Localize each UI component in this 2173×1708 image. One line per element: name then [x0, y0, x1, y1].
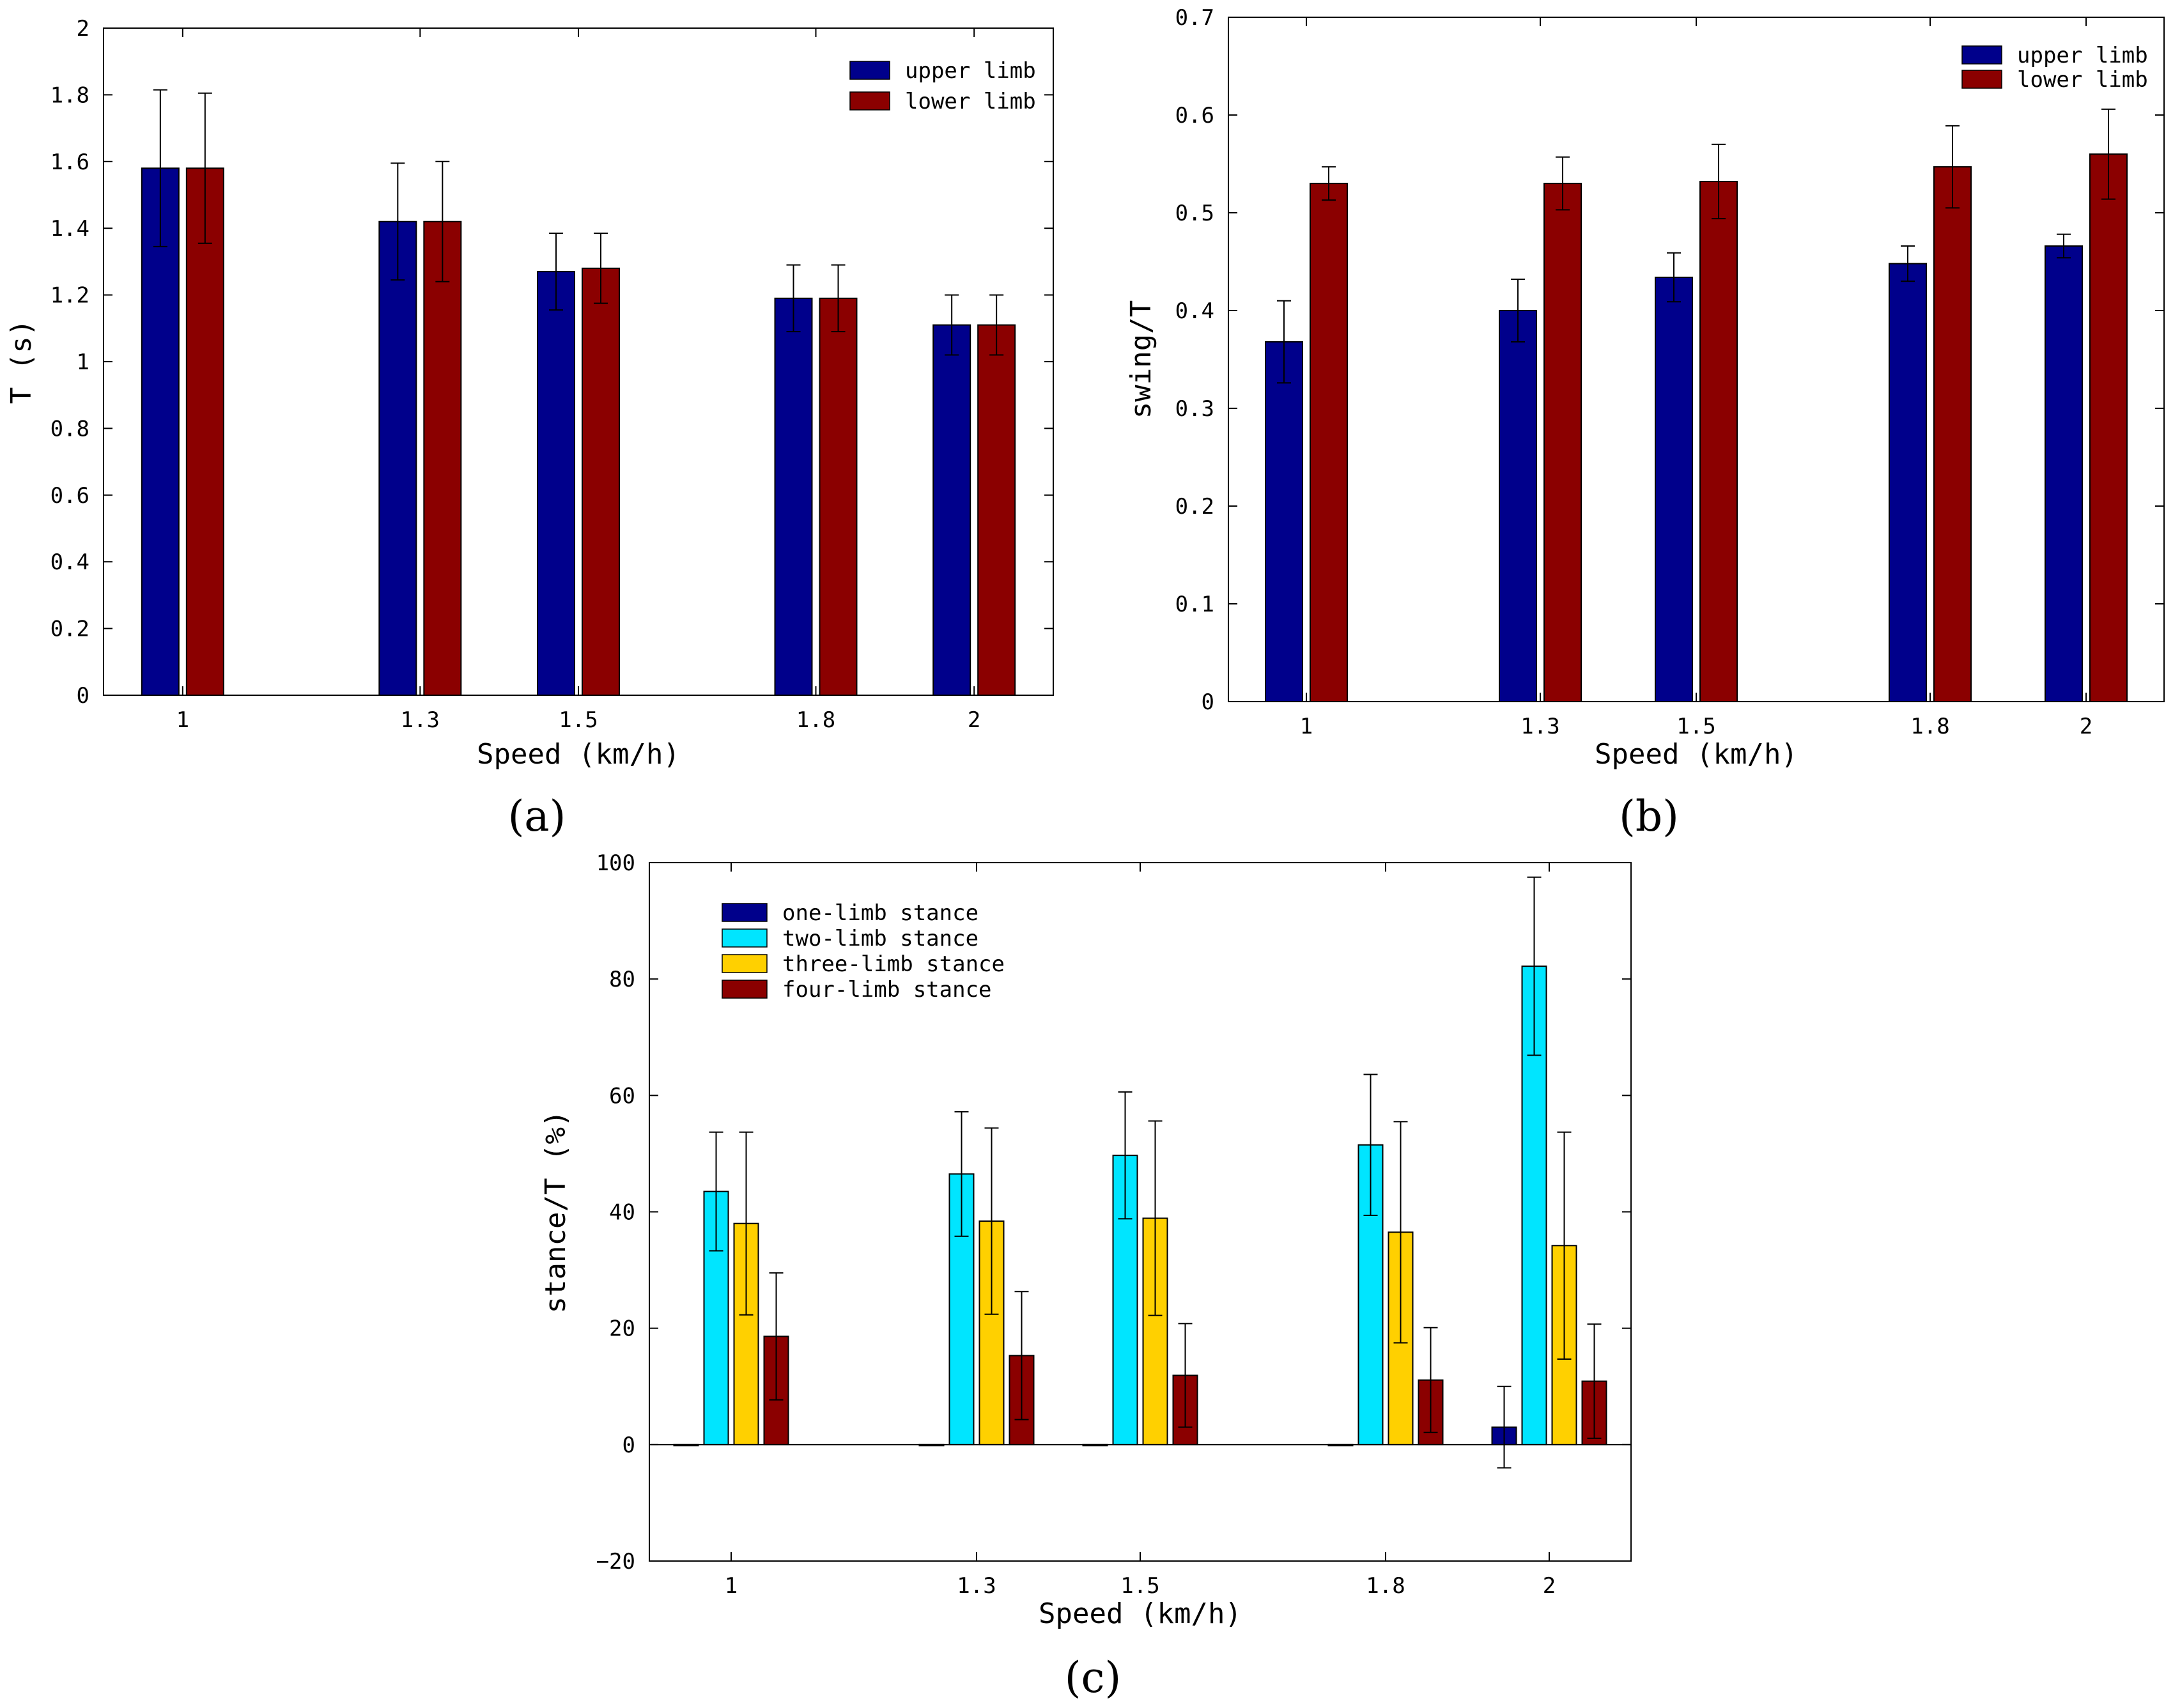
y-tick-label: 1.2	[50, 283, 89, 309]
y-tick-label: 0	[77, 683, 89, 709]
legend: upper limb lower limb	[849, 58, 1036, 114]
bar	[582, 267, 620, 696]
legend-label: two-limb stance	[782, 926, 978, 951]
y-tick-label: 0.4	[1175, 298, 1214, 324]
y-tick-label: 0.1	[1175, 592, 1214, 617]
bar	[378, 220, 417, 696]
bar	[1499, 310, 1537, 702]
y-tick-label: 60	[609, 1083, 635, 1109]
bar	[673, 1443, 699, 1447]
x-tick-label: 1	[725, 1573, 738, 1599]
x-tick-label: 1	[1300, 714, 1313, 739]
legend-swatch	[1961, 45, 2002, 65]
legend-label: lower limb	[905, 89, 1036, 114]
x-tick-label: 1.3	[1520, 714, 1559, 739]
y-tick-label: 1.4	[50, 216, 89, 242]
y-tick-label: 0.2	[50, 617, 89, 642]
bar	[1933, 166, 1972, 702]
y-tick-label: 0.7	[1175, 5, 1214, 31]
bar	[774, 297, 813, 696]
panel-label: (c)	[1065, 1653, 1121, 1702]
panel-label: (a)	[508, 792, 566, 841]
legend-label: upper limb	[2017, 43, 2148, 68]
bar	[1310, 183, 1348, 703]
plot-frame	[1228, 17, 2165, 702]
legend-swatch	[722, 980, 768, 999]
y-tick-label: 1.6	[50, 150, 89, 175]
y-tick-label: 0.6	[50, 483, 89, 509]
x-tick-label: 1.3	[957, 1573, 996, 1599]
bar	[1699, 181, 1738, 703]
y-tick-label: −20	[596, 1549, 635, 1574]
bar	[1327, 1443, 1354, 1447]
bar	[1889, 263, 1927, 702]
x-tick-label: 1.3	[401, 707, 440, 733]
legend-swatch	[722, 903, 768, 922]
bar	[819, 297, 858, 696]
y-tick-label: 0.4	[50, 550, 89, 575]
bar	[932, 324, 971, 696]
x-tick-label: 1.8	[1366, 1573, 1405, 1599]
panel-label: (b)	[1619, 792, 1679, 841]
bar	[1082, 1443, 1108, 1447]
x-axis-label: Speed (km/h)	[477, 738, 680, 771]
bar	[185, 167, 224, 696]
legend-swatch	[1961, 70, 2002, 89]
x-tick-label: 1.5	[1676, 714, 1715, 739]
chart-panel-b: 0 0.1 0.2 0.3 0.4 0.5 0.6 0.7 1 1.3 1.5 1.8 2 upper l…	[1125, 5, 2165, 841]
x-axis-label: Speed (km/h)	[1039, 1597, 1242, 1630]
x-tick-label: 1.5	[559, 707, 598, 733]
bar	[2089, 153, 2128, 702]
y-tick-label: 80	[609, 967, 635, 992]
y-axis-label: stance/T (%)	[539, 1111, 572, 1314]
legend-swatch	[849, 91, 890, 111]
y-tick-label: 40	[609, 1200, 635, 1226]
y-tick-label: 0	[623, 1433, 635, 1458]
x-axis-label: Speed (km/h)	[1595, 738, 1798, 771]
bar	[977, 324, 1016, 696]
y-tick-label: 20	[609, 1316, 635, 1342]
legend-label: upper limb	[905, 58, 1036, 84]
legend-label: three-limb stance	[782, 951, 1005, 977]
chart-panel-a: 0 0.2 0.4 0.6 0.8 1 1.2 1.4 1.6 1.8 2 1 1.3 1.5 1.8 2 up…	[5, 16, 1054, 841]
x-tick-label: 1.5	[1120, 1573, 1159, 1599]
bar	[2045, 245, 2083, 702]
bar	[537, 271, 575, 696]
plot-frame	[103, 27, 1054, 696]
x-tick-label: 2	[968, 707, 980, 733]
y-tick-label: 0.3	[1175, 396, 1214, 422]
bar	[1543, 183, 1582, 703]
y-tick-label: 0.5	[1175, 201, 1214, 226]
bar	[141, 167, 180, 696]
x-tick-label: 1.8	[796, 707, 835, 733]
bar	[423, 220, 462, 696]
legend-label: four-limb stance	[782, 977, 992, 1003]
legend-swatch	[722, 928, 768, 948]
legend-label: lower limb	[2017, 67, 2148, 93]
x-tick-label: 2	[2080, 714, 2092, 739]
bar	[1265, 341, 1303, 702]
bar	[1655, 276, 1693, 703]
legend-swatch	[722, 954, 768, 973]
legend-label: one-limb stance	[782, 900, 978, 926]
y-tick-label: 1.8	[50, 82, 89, 108]
chart-panel-c: −20 0 20 40 60 80 100 1 1.3 1.5 1.8 2 one-limb stanc…	[539, 850, 1632, 1702]
x-tick-label: 1.8	[1910, 714, 1949, 739]
bar	[918, 1443, 945, 1447]
x-tick-label: 1	[176, 707, 189, 733]
y-tick-label: 0.2	[1175, 494, 1214, 519]
y-axis-label: T (s)	[5, 319, 38, 404]
y-axis-label: swing/T	[1125, 300, 1157, 419]
x-tick-label: 2	[1543, 1573, 1556, 1599]
y-tick-label: 0.8	[50, 416, 89, 442]
legend-swatch	[849, 61, 890, 80]
y-tick-label: 2	[77, 16, 89, 42]
y-tick-label: 0.6	[1175, 103, 1214, 128]
y-tick-label: 1	[77, 350, 89, 375]
y-tick-label: 100	[596, 850, 635, 876]
y-tick-label: 0	[1202, 689, 1214, 715]
